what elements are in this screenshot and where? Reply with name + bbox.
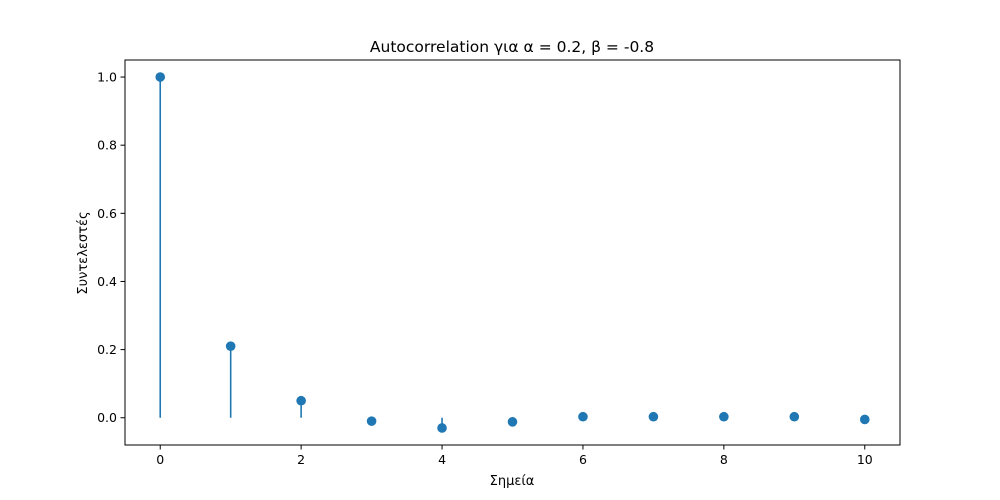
- x-tick-label: 2: [297, 452, 305, 467]
- x-tick-label: 0: [156, 452, 164, 467]
- chart-title: Autocorrelation για α = 0.2, β = -0.8: [370, 38, 654, 56]
- y-tick-label: 0.4: [97, 274, 117, 289]
- stem-marker: [225, 341, 236, 351]
- stem-marker: [578, 411, 588, 422]
- stem-marker: [296, 395, 306, 406]
- x-axis-label: Σημεία: [490, 474, 535, 489]
- y-tick-label: 0.6: [97, 206, 117, 221]
- stem-marker: [155, 72, 166, 82]
- y-tick-label: 1.0: [97, 70, 117, 85]
- x-tick-label: 10: [857, 452, 873, 467]
- stem-marker: [366, 416, 377, 426]
- x-tick-label: 8: [720, 452, 728, 467]
- stem-marker: [719, 411, 729, 422]
- y-axis-label: Συντελεστές: [76, 211, 91, 294]
- axes-frame: [124, 59, 901, 446]
- stem-marker: [789, 411, 800, 422]
- x-tick-label: 4: [438, 452, 446, 467]
- x-tick-label: 6: [579, 452, 587, 467]
- plot-area: 0 2 4 6 8 10 0.0 0.2 0.4 0.6 0.8 1.0: [97, 59, 901, 467]
- stem-marker: [507, 417, 518, 427]
- y-tick-label: 0.8: [97, 138, 117, 153]
- y-tick-label: 0.0: [97, 410, 117, 425]
- y-tick-label: 0.2: [97, 342, 117, 357]
- stem-marker: [437, 423, 447, 433]
- stem-marker: [859, 414, 870, 425]
- stem-marker: [648, 411, 659, 422]
